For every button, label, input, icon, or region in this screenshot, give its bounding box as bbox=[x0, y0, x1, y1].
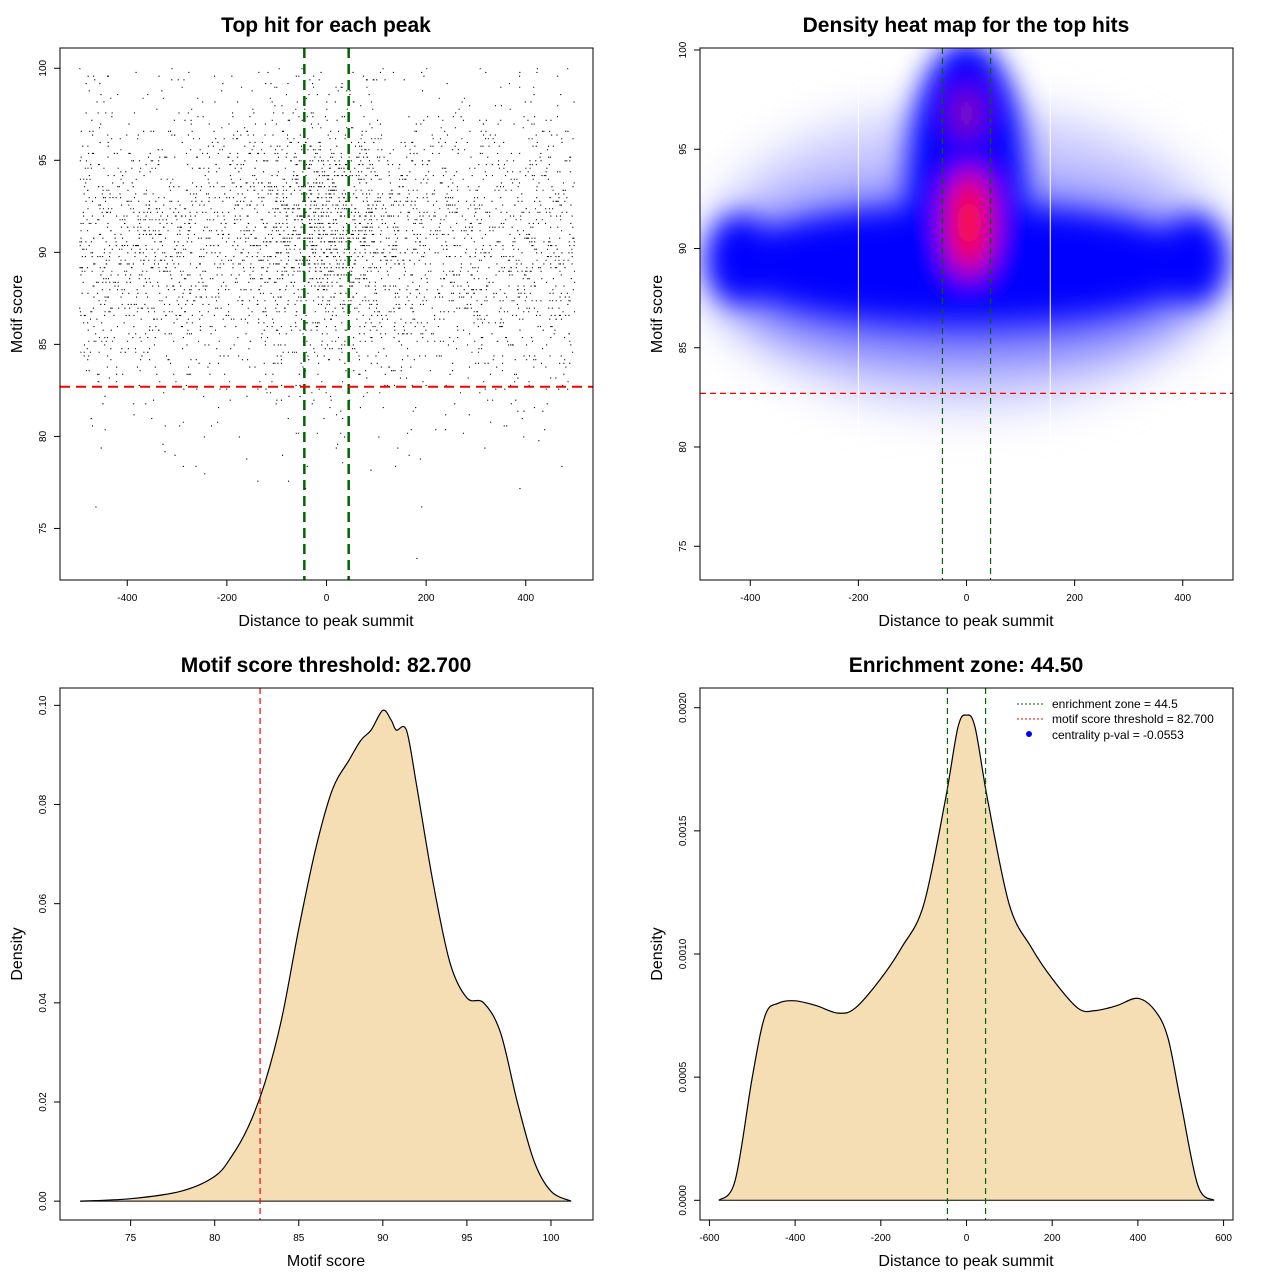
x-tick-label: 75 bbox=[125, 1233, 137, 1244]
scatter-title: Top hit for each peak bbox=[221, 14, 431, 37]
y-tick-label: 75 bbox=[38, 522, 49, 534]
y-tick-label: 100 bbox=[38, 59, 49, 76]
y-tick-label: 100 bbox=[678, 41, 689, 58]
heatmap-x-axis: -400 -200 0 200 400 bbox=[740, 580, 1192, 604]
y-tick-label: 0.06 bbox=[38, 894, 49, 914]
x-tick-label: -200 bbox=[871, 1233, 891, 1244]
x-tick-label: 400 bbox=[1174, 593, 1191, 604]
distance-density-y-axis: 0.0000 0.0005 0.0010 0.0015 0.0020 bbox=[678, 692, 700, 1216]
heat-hotspot bbox=[707, 214, 772, 303]
heatmap-x-label: Distance to peak summit bbox=[878, 613, 1054, 630]
scatter-reference-lines bbox=[60, 48, 593, 580]
panel-scatter: Top hit for each peak -400 -200 0 200 400 75… bbox=[9, 14, 594, 630]
y-tick-label: 0.0020 bbox=[678, 692, 689, 723]
x-tick-label: -600 bbox=[699, 1233, 719, 1244]
x-tick-label: 100 bbox=[543, 1233, 560, 1244]
panel-heatmap: Density heat map for the top hits -400 -2… bbox=[649, 14, 1234, 630]
y-tick-label: 0.02 bbox=[38, 1092, 49, 1112]
score-density-y-axis: 0.00 0.02 0.04 0.06 0.08 0.10 bbox=[38, 695, 60, 1211]
x-tick-label: 200 bbox=[418, 593, 435, 604]
heat-peak bbox=[955, 196, 983, 249]
score-density-x-label: Motif score bbox=[287, 1253, 365, 1270]
density-curve bbox=[718, 714, 1215, 1201]
panel-score-density: Motif score threshold: 82.700 75 80 85 90 95… bbox=[9, 654, 594, 1270]
x-tick-label: -400 bbox=[785, 1233, 805, 1244]
scatter-x-axis: -400 -200 0 200 400 bbox=[117, 580, 535, 604]
distance-density-plot bbox=[718, 688, 1215, 1220]
distance-density-x-label: Distance to peak summit bbox=[878, 1253, 1054, 1270]
x-tick-label: 0 bbox=[964, 593, 970, 604]
x-tick-label: 80 bbox=[209, 1233, 221, 1244]
y-tick-label: 0.10 bbox=[38, 695, 49, 715]
scatter-plot-frame bbox=[59, 47, 594, 581]
y-tick-label: 0.00 bbox=[38, 1191, 49, 1211]
panel-distance-density: Enrichment zone: 44.50 -600 -400 -200 0 200 4… bbox=[649, 654, 1234, 1270]
x-tick-label: 85 bbox=[293, 1233, 305, 1244]
density-area bbox=[718, 714, 1215, 1201]
x-tick-label: 600 bbox=[1215, 1233, 1232, 1244]
heat-hotspot bbox=[1161, 214, 1226, 303]
x-tick-label: -400 bbox=[740, 593, 760, 604]
x-tick-label: 0 bbox=[964, 1233, 970, 1244]
y-tick-label: 0.0015 bbox=[678, 815, 689, 846]
y-tick-label: 0.04 bbox=[38, 993, 49, 1013]
distance-density-y-label: Density bbox=[649, 927, 666, 980]
x-tick-label: 200 bbox=[1066, 593, 1083, 604]
heatmap-title: Density heat map for the top hits bbox=[803, 14, 1130, 37]
heatmap-reference-lines bbox=[700, 48, 1233, 580]
x-tick-label: 400 bbox=[517, 593, 534, 604]
scatter-y-label: Motif score bbox=[9, 275, 26, 353]
heatmap-y-label: Motif score bbox=[649, 275, 666, 353]
scatter-x-label: Distance to peak summit bbox=[238, 613, 414, 630]
heat-core-layer bbox=[707, 48, 1226, 319]
legend: enrichment zone = 44.5 motif score thres… bbox=[1017, 697, 1214, 742]
heat-hotspot bbox=[955, 89, 978, 138]
scatter-point-cloud bbox=[79, 68, 576, 559]
legend-threshold-label: motif score threshold = 82.700 bbox=[1052, 712, 1214, 726]
y-tick-label: 90 bbox=[38, 246, 49, 258]
x-tick-label: 95 bbox=[461, 1233, 473, 1244]
legend-enrichment-zone-label: enrichment zone = 44.5 bbox=[1052, 697, 1178, 711]
y-tick-label: 95 bbox=[678, 143, 689, 155]
y-tick-label: 0.0010 bbox=[678, 938, 689, 969]
x-tick-label: 90 bbox=[377, 1233, 389, 1244]
legend-centrality-point bbox=[1026, 731, 1032, 737]
score-density-y-label: Density bbox=[9, 927, 26, 980]
y-tick-label: 85 bbox=[678, 342, 689, 354]
score-density-plot bbox=[80, 688, 572, 1220]
scatter-points bbox=[79, 68, 576, 559]
legend-centrality-label: centrality p-val = -0.0553 bbox=[1052, 728, 1184, 742]
y-tick-label: 80 bbox=[38, 430, 49, 442]
distance-density-x-axis: -600 -400 -200 0 200 400 600 bbox=[699, 1220, 1232, 1244]
x-tick-label: 200 bbox=[1044, 1233, 1061, 1244]
y-tick-label: 85 bbox=[38, 338, 49, 350]
heatmap-density bbox=[707, 48, 1226, 408]
score-density-x-axis: 75 80 85 90 95 100 bbox=[125, 1220, 560, 1244]
x-tick-label: -200 bbox=[217, 593, 237, 604]
y-tick-label: 0.0005 bbox=[678, 1061, 689, 1092]
density-area bbox=[80, 710, 572, 1202]
heatmap-area bbox=[700, 48, 1233, 580]
y-tick-label: 95 bbox=[38, 154, 49, 166]
distance-density-title: Enrichment zone: 44.50 bbox=[849, 654, 1084, 677]
heatmap-y-axis: 75 80 85 90 95 100 bbox=[678, 41, 700, 552]
x-tick-label: -200 bbox=[848, 593, 868, 604]
y-tick-label: 90 bbox=[678, 242, 689, 254]
y-tick-label: 80 bbox=[678, 441, 689, 453]
x-tick-label: 0 bbox=[324, 593, 330, 604]
y-tick-label: 75 bbox=[678, 540, 689, 552]
score-density-plot-frame bbox=[59, 687, 594, 1221]
y-tick-label: 0.08 bbox=[38, 794, 49, 814]
scatter-y-axis: 75 80 85 90 95 100 bbox=[38, 59, 60, 534]
x-tick-label: 400 bbox=[1130, 1233, 1147, 1244]
density-curve bbox=[80, 709, 572, 1202]
score-density-title: Motif score threshold: 82.700 bbox=[181, 654, 472, 677]
y-tick-label: 0.0000 bbox=[678, 1185, 689, 1216]
x-tick-label: -400 bbox=[117, 593, 137, 604]
